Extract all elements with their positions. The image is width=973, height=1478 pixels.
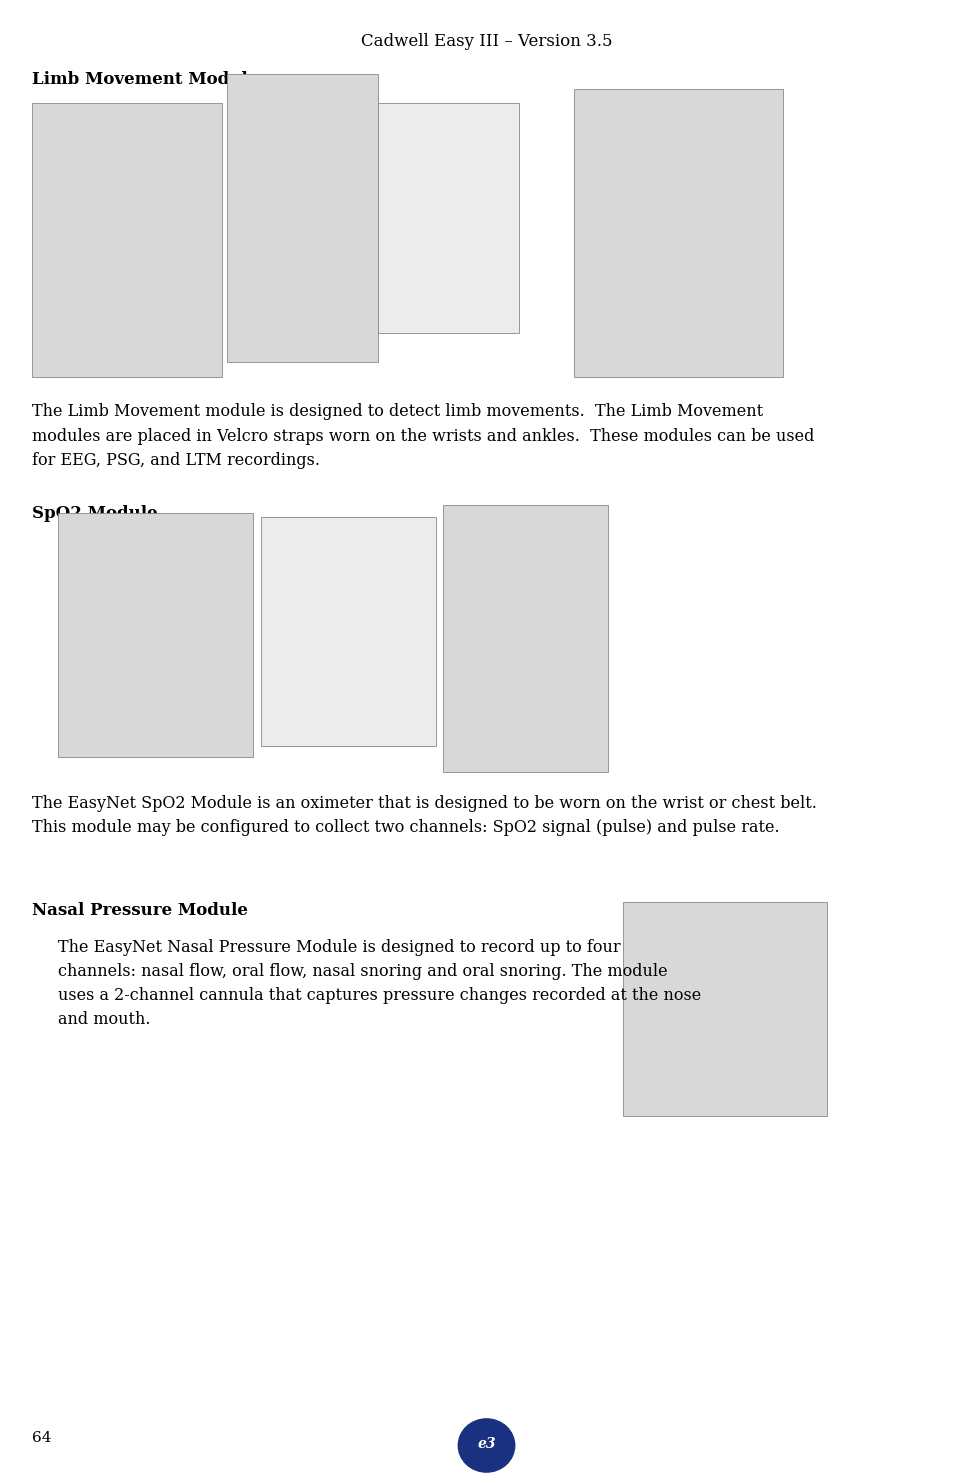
Text: SpO2 Module: SpO2 Module	[32, 505, 158, 523]
Ellipse shape	[458, 1419, 515, 1472]
Bar	[32, 103, 222, 377]
Bar	[261, 517, 436, 746]
Text: Nasal Pressure Module: Nasal Pressure Module	[32, 902, 248, 919]
Text: Cadwell Easy III – Version 3.5: Cadwell Easy III – Version 3.5	[361, 33, 612, 50]
Text: The Limb Movement module is designed to detect limb movements.  The Limb Movemen: The Limb Movement module is designed to …	[32, 403, 814, 469]
Text: e3: e3	[477, 1437, 496, 1451]
Bar	[227, 74, 378, 362]
Text: Limb Movement Module: Limb Movement Module	[32, 71, 259, 89]
Text: The EasyNet SpO2 Module is an oximeter that is designed to be worn on the wrist : The EasyNet SpO2 Module is an oximeter t…	[32, 795, 817, 837]
Bar	[58, 513, 253, 757]
Bar	[443, 505, 608, 772]
Text: The EasyNet Nasal Pressure Module is designed to record up to four
channels: nas: The EasyNet Nasal Pressure Module is des…	[58, 939, 702, 1029]
Bar	[623, 902, 827, 1116]
Text: 64: 64	[32, 1432, 52, 1445]
Bar	[378, 103, 519, 333]
Bar	[574, 89, 783, 377]
